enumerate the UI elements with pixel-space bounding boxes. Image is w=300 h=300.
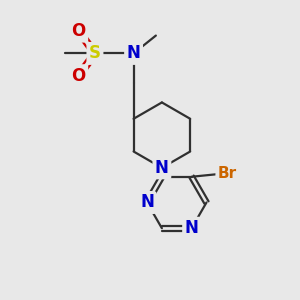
Text: O: O	[71, 67, 86, 85]
Text: S: S	[89, 44, 101, 62]
Text: Br: Br	[218, 166, 237, 181]
Text: N: N	[127, 44, 140, 62]
Text: N: N	[140, 194, 154, 211]
Text: N: N	[155, 159, 169, 177]
Text: O: O	[71, 22, 86, 40]
Text: N: N	[185, 219, 199, 237]
